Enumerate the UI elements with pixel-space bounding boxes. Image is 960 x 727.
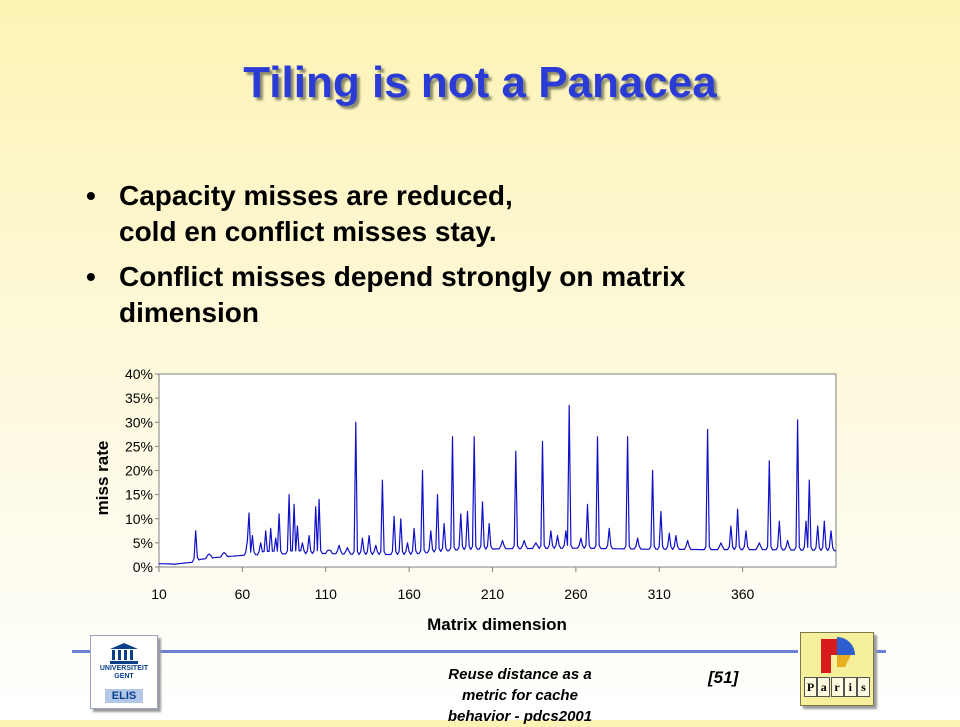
miss-rate-series: [158, 404, 836, 565]
x-axis-title: Matrix dimension: [427, 615, 567, 634]
university-name-line: GENT: [114, 673, 134, 680]
elis-badge: ELIS: [105, 689, 143, 703]
x-tick-label: 160: [397, 586, 421, 602]
bullet-marker: •: [86, 180, 96, 211]
paris-logo: P a r i s: [800, 632, 874, 706]
paris-emblem-icon: [821, 637, 855, 673]
bullet-marker: •: [86, 261, 96, 292]
y-tick-label: 30%: [125, 414, 153, 430]
y-axis-title: miss rate: [93, 441, 112, 516]
university-name: UNIVERSITEIT GENT: [91, 665, 157, 681]
bullet-line: Capacity misses are reduced,: [119, 180, 513, 211]
y-tick-label: 10%: [125, 511, 153, 527]
paris-letters: P a r i s: [804, 677, 870, 697]
paris-letter: P: [804, 677, 817, 697]
footer-caption: Reuse distance as a metric for cache beh…: [400, 664, 640, 727]
university-name-line: UNIVERSITEIT: [99, 665, 149, 672]
bullet-line: Conflict misses depend strongly on matri…: [119, 261, 686, 292]
y-tick-label: 0%: [133, 559, 153, 575]
bullet-item: • Conflict misses depend strongly on mat…: [86, 259, 886, 331]
slide-title: Tiling is not a Panacea: [243, 58, 717, 107]
bullet-list: • Capacity misses are reduced, cold en c…: [86, 178, 886, 340]
y-axis: 0% 5% 10% 15% 20% 25% 30% 35% 40%: [125, 366, 159, 575]
x-tick-label: 210: [481, 586, 505, 602]
footer-caption-line: Reuse distance as a: [448, 666, 592, 683]
slide-number: [51]: [708, 668, 739, 687]
y-tick-label: 5%: [133, 535, 153, 551]
bullet-item: • Capacity misses are reduced, cold en c…: [86, 178, 886, 250]
bullet-line: cold en conflict misses stay.: [119, 216, 497, 247]
footer-caption-line: metric for cache: [462, 687, 578, 704]
footer-rule-right: [876, 650, 886, 653]
paris-letter: r: [830, 677, 844, 697]
footer-caption-line: behavior - pdcs2001: [447, 708, 593, 725]
y-tick-label: 15%: [125, 487, 153, 503]
x-tick-label: 360: [731, 586, 755, 602]
paris-letter: i: [843, 677, 857, 697]
y-tick-label: 20%: [125, 463, 153, 479]
y-tick-label: 35%: [125, 390, 153, 406]
ugent-logo: UNIVERSITEIT GENT ELIS: [90, 635, 158, 709]
plot-area: [158, 373, 837, 568]
paris-letter: s: [857, 677, 870, 697]
footer-rule: [158, 650, 798, 653]
x-tick-label: 60: [235, 586, 251, 602]
miss-rate-chart: 0% 5% 10% 15% 20% 25% 30% 35% 40% 10 60 110 160 210 2…: [93, 366, 837, 634]
x-tick-label: 10: [151, 586, 167, 602]
x-tick-label: 310: [648, 586, 672, 602]
paris-letter: a: [817, 677, 831, 697]
x-tick-label: 260: [564, 586, 588, 602]
y-tick-label: 25%: [125, 438, 153, 454]
bullet-line: dimension: [119, 297, 260, 328]
x-tick-label: 110: [315, 586, 338, 602]
x-axis: 10 60 110 160 210 260 310 360: [151, 567, 755, 602]
university-building-icon: [110, 643, 138, 664]
y-tick-label: 40%: [125, 366, 153, 382]
